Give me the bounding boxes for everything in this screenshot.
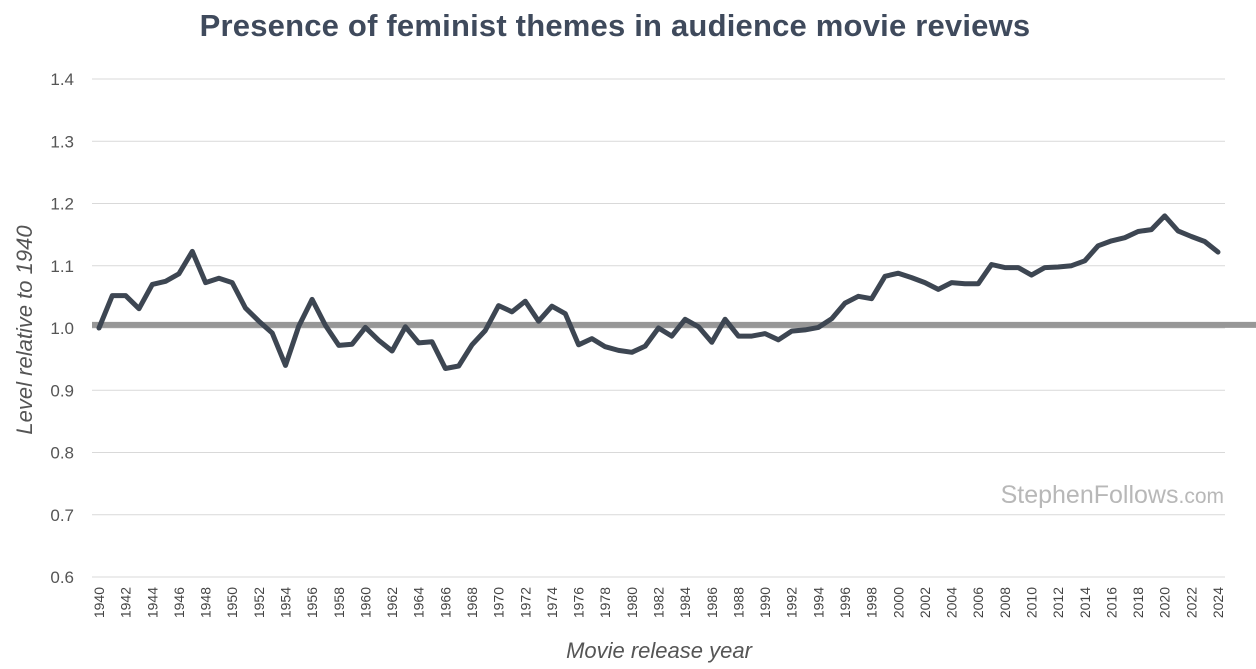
x-tick-label: 1968 <box>464 587 480 618</box>
series-layer <box>96 213 1221 371</box>
x-tick-label: 2016 <box>1103 587 1119 618</box>
x-tick-label: 1948 <box>198 587 214 618</box>
chart-title: Presence of feminist themes in audience … <box>199 8 1031 43</box>
x-tick-label: 1956 <box>304 587 320 618</box>
x-tick-label: 1946 <box>171 587 187 618</box>
x-tick-label: 1986 <box>704 587 720 618</box>
x-tick-label: 1974 <box>544 587 560 618</box>
x-tick-label: 1970 <box>491 587 507 618</box>
x-tick-label: 1966 <box>437 587 453 618</box>
x-tick-label: 1962 <box>384 587 400 618</box>
y-tick-label: 1.1 <box>50 257 74 276</box>
y-tick-label: 0.7 <box>50 506 74 525</box>
watermark-suffix: .com <box>1178 485 1224 508</box>
y-tick-label: 1.0 <box>50 319 74 338</box>
x-tick-label: 1990 <box>757 587 773 618</box>
x-tick-label: 1954 <box>278 587 294 618</box>
x-tick-label: 1952 <box>251 587 267 618</box>
y-axis-ticks: 0.6 0.7 0.8 0.9 1.0 1.1 1.2 1.3 1.4 <box>50 70 74 587</box>
x-tick-label: 1982 <box>651 587 667 618</box>
x-tick-label: 2000 <box>890 587 906 618</box>
x-tick-label: 1942 <box>118 587 134 618</box>
y-tick-label: 0.8 <box>50 444 74 463</box>
x-tick-label: 1958 <box>331 587 347 618</box>
x-tick-label: 1940 <box>91 587 107 618</box>
x-tick-label: 1998 <box>864 587 880 618</box>
watermark-brand: StephenFollows <box>1001 481 1179 509</box>
x-tick-label: 1992 <box>784 587 800 618</box>
y-axis-title: Level relative to 1940 <box>12 225 37 435</box>
x-tick-label: 2020 <box>1157 587 1173 618</box>
x-tick-label: 2022 <box>1183 587 1199 618</box>
x-tick-label: 2024 <box>1210 587 1226 618</box>
y-tick-label: 0.6 <box>50 568 74 587</box>
x-tick-label: 1978 <box>597 587 613 618</box>
y-tick-label: 1.2 <box>50 195 74 214</box>
x-tick-label: 2006 <box>970 587 986 618</box>
x-tick-label: 2012 <box>1050 587 1066 618</box>
series-line-0 <box>96 213 1221 371</box>
x-tick-label: 1996 <box>837 587 853 618</box>
x-tick-label: 1988 <box>730 587 746 618</box>
x-tick-label: 2002 <box>917 587 933 618</box>
x-tick-label: 1960 <box>357 587 373 618</box>
x-axis-title: Movie release year <box>566 638 754 663</box>
x-tick-label: 1984 <box>677 587 693 618</box>
x-axis-ticks: 1940 1942 1944 1946 1948 1950 1952 1954 1956 1958… <box>91 587 1226 618</box>
x-tick-label: 2004 <box>944 587 960 618</box>
y-tick-label: 1.3 <box>50 132 74 151</box>
y-tick-label: 0.9 <box>50 381 74 400</box>
x-tick-label: 1972 <box>517 587 533 618</box>
y-tick-label: 1.4 <box>50 70 74 89</box>
x-tick-label: 1944 <box>144 587 160 618</box>
x-tick-label: 1950 <box>224 587 240 618</box>
x-tick-label: 2014 <box>1077 587 1093 618</box>
x-tick-label: 2008 <box>997 587 1013 618</box>
x-tick-label: 2018 <box>1130 587 1146 618</box>
x-tick-label: 1980 <box>624 587 640 618</box>
grid-lines <box>92 78 1225 578</box>
x-tick-label: 1964 <box>411 587 427 618</box>
x-tick-label: 1994 <box>810 587 826 618</box>
watermark: StephenFollows.com <box>1001 481 1224 509</box>
x-tick-label: 1976 <box>571 587 587 618</box>
x-tick-label: 2010 <box>1024 587 1040 618</box>
